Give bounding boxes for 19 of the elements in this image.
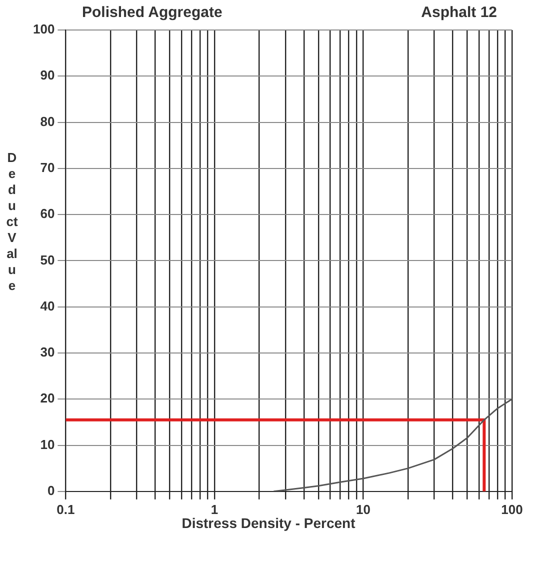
y-tick-label: 50 — [40, 252, 55, 268]
y-tick-label: 90 — [40, 68, 55, 83]
y-tick-label: 40 — [40, 298, 55, 314]
y-tick-label: 20 — [40, 390, 55, 406]
x-tick-label: 1 — [210, 502, 218, 517]
y-tick-label: 100 — [32, 22, 55, 37]
x-axis-title: Distress Density - Percent — [180, 515, 356, 531]
y-tick-label: 10 — [40, 436, 55, 452]
text: Deduct Value — [6, 150, 18, 293]
x-tick-label: 100 — [501, 502, 523, 517]
y-tick-label: 30 — [40, 344, 55, 360]
y-tick-label: 70 — [40, 160, 55, 175]
x-tick-label: 10 — [356, 502, 370, 517]
y-tick-label: 80 — [40, 114, 55, 129]
chart-subtitle: Asphalt 12 — [421, 4, 497, 21]
x-tick-label: 0.1 — [56, 502, 75, 517]
chart-title: Polished Aggregate — [82, 4, 222, 21]
y-tick-label: 0 — [47, 482, 55, 498]
y-tick-label: 60 — [40, 206, 55, 222]
